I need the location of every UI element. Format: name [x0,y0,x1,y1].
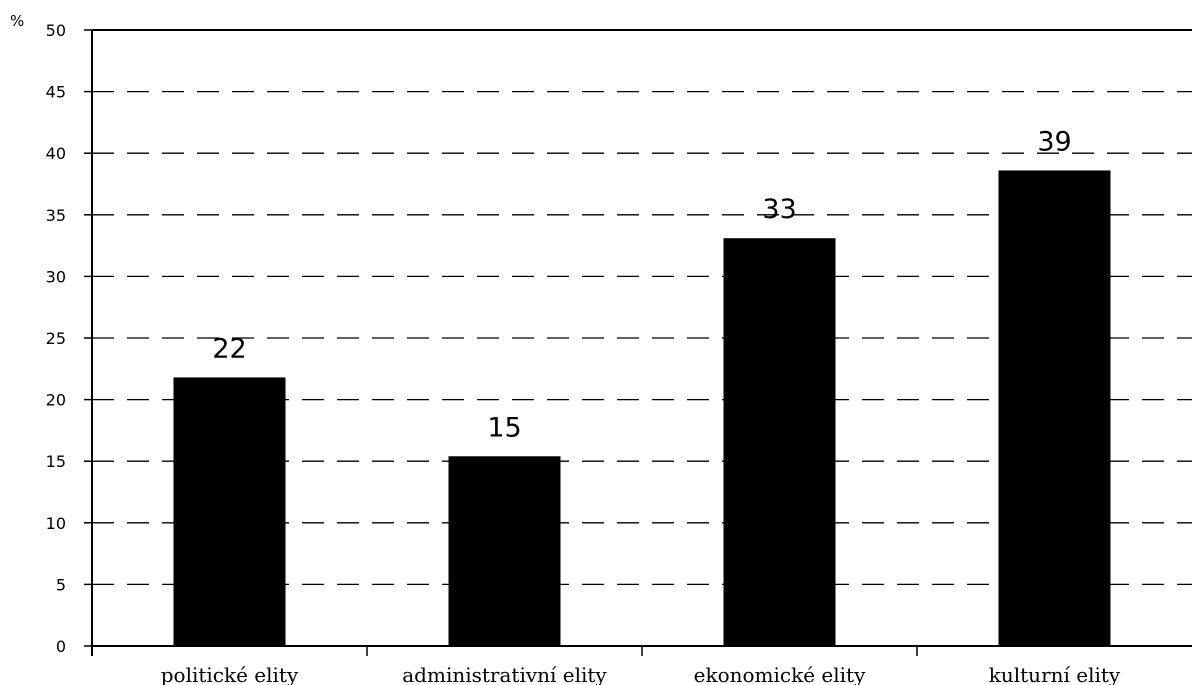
y-tick-labels: 0 5 10 15 20 25 30 35 40 45 50 [46,21,66,656]
y-tick-label: 50 [46,21,66,40]
y-tick-label: 35 [46,206,66,225]
bar [723,238,836,646]
data-labels: 22 15 33 39 [212,126,1071,443]
y-tick-label: 15 [46,452,66,471]
data-label: 39 [1037,126,1071,157]
y-tick-label: 30 [46,267,66,286]
y-tick-label: 40 [46,144,66,163]
y-tick-label: 0 [56,637,66,656]
axes [84,29,1192,656]
bars [173,170,1111,646]
y-tick-label: 10 [46,514,66,533]
y-tick-label: 20 [46,391,66,410]
bar [998,170,1111,646]
x-category-labels: politické elity administrativní elity ekon… [161,663,1121,685]
y-axis-unit-label: % [10,12,24,30]
data-label: 15 [487,412,521,443]
y-tick-label: 25 [46,329,66,348]
y-tick-label: 45 [46,83,66,102]
data-label: 33 [762,194,796,225]
bar [173,377,286,646]
y-tick-label: 5 [56,575,66,594]
x-category-label: politické elity [161,663,299,685]
x-category-label: ekonomické elity [694,663,866,685]
x-category-label: kulturní elity [989,663,1121,685]
data-label: 22 [212,333,246,364]
bar [448,456,561,646]
x-category-label: administrativní elity [402,663,607,685]
